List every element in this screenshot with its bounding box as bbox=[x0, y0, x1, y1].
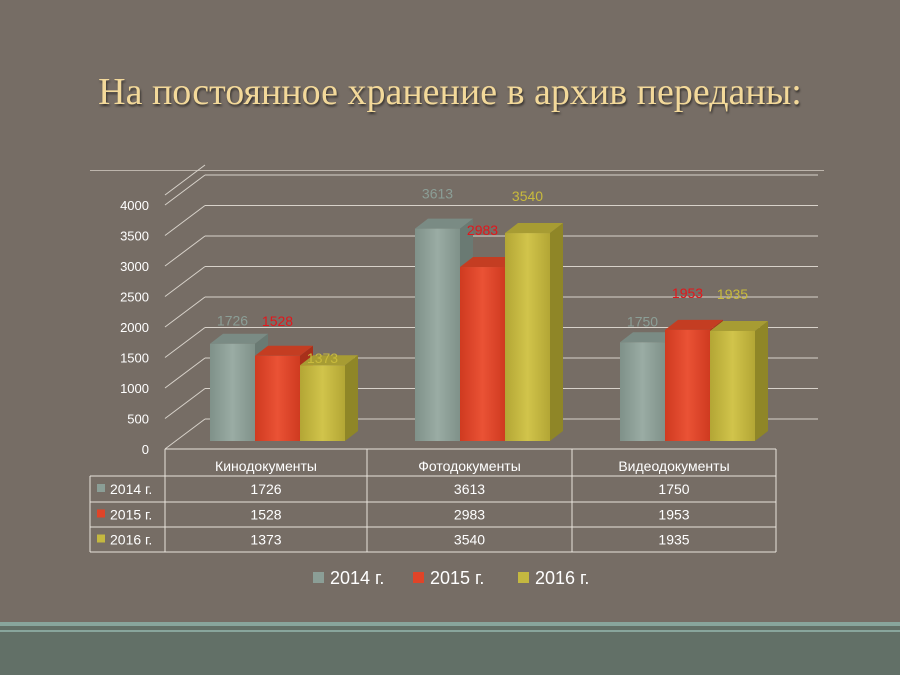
legend-label: 2014 г. bbox=[330, 568, 384, 588]
table-series-swatch bbox=[97, 534, 105, 543]
legend-label: 2016 г. bbox=[535, 568, 589, 588]
y-tick-label: 1000 bbox=[120, 381, 149, 396]
table-cell: 2983 bbox=[454, 507, 485, 523]
gridline-diagonal bbox=[164, 357, 206, 389]
table-cell: 1953 bbox=[658, 507, 689, 523]
data-label: 1528 bbox=[262, 313, 293, 329]
y-tick-label: 1500 bbox=[120, 351, 149, 366]
slide-title: На постоянное хранение в архив переданы: bbox=[98, 71, 802, 113]
table-series-label: 2014 г. bbox=[110, 481, 152, 497]
bar-side bbox=[345, 355, 358, 441]
table-series-label: 2015 г. bbox=[110, 507, 152, 523]
y-tick-label: 3000 bbox=[120, 259, 149, 274]
table-cell: 3613 bbox=[454, 481, 485, 497]
bar bbox=[620, 342, 665, 441]
data-label: 1726 bbox=[217, 313, 248, 329]
gridline-diagonal bbox=[164, 235, 206, 267]
legend-label: 2015 г. bbox=[430, 568, 484, 588]
bar bbox=[415, 228, 460, 441]
bar-top bbox=[505, 223, 563, 234]
table-cell: 1726 bbox=[250, 481, 281, 497]
data-label: 3540 bbox=[512, 188, 543, 204]
bar-top bbox=[210, 333, 268, 344]
footer-accent-line bbox=[0, 622, 900, 626]
bar bbox=[255, 355, 300, 441]
data-label: 2983 bbox=[467, 222, 498, 238]
gridline-diagonal bbox=[164, 266, 206, 297]
data-labels: 1726 1528 1373 3613 2983 3540 1750 1953 1935 bbox=[217, 186, 748, 367]
table-header-cell: Видеодокументы bbox=[618, 458, 729, 474]
gridline-diagonal bbox=[164, 418, 206, 450]
bar-top bbox=[415, 218, 473, 229]
y-tick-label: 4000 bbox=[120, 198, 149, 213]
table-series-swatch bbox=[97, 509, 105, 518]
data-label: 1750 bbox=[627, 313, 658, 329]
legend-swatch bbox=[518, 572, 529, 583]
bar-side bbox=[755, 320, 768, 441]
y-tick-label: 2000 bbox=[120, 320, 149, 335]
bar-top bbox=[300, 355, 358, 366]
legend: 2014 г. 2015 г. 2016 г. bbox=[313, 568, 589, 588]
bar-side bbox=[550, 223, 563, 441]
bar bbox=[210, 343, 255, 441]
data-label: 1953 bbox=[672, 285, 703, 301]
legend-swatch bbox=[413, 572, 424, 583]
gridline-diagonal bbox=[164, 164, 206, 196]
gridline-diagonal bbox=[164, 174, 206, 206]
y-tick-label: 2500 bbox=[120, 290, 149, 305]
table-header-cell: Кинодокументы bbox=[215, 458, 317, 474]
table-cell: 1528 bbox=[250, 507, 281, 523]
bar-top bbox=[255, 345, 313, 356]
table-series-label: 2016 г. bbox=[110, 532, 152, 548]
gridline-diagonal bbox=[164, 205, 206, 236]
table-cell: 1373 bbox=[250, 532, 281, 548]
data-label: 1373 bbox=[307, 350, 338, 366]
y-tick-label: 500 bbox=[127, 412, 149, 427]
bar-top bbox=[710, 320, 768, 331]
data-label: 1935 bbox=[717, 286, 748, 302]
y-tick-label: 3500 bbox=[120, 229, 149, 244]
bar bbox=[460, 267, 505, 441]
table-header-cell: Фотодокументы bbox=[418, 458, 521, 474]
bar bbox=[710, 330, 755, 441]
gridline-diagonal bbox=[164, 296, 206, 328]
data-table: Кинодокументы Фотодокументы Видеодокументы… bbox=[89, 448, 777, 553]
bar-top bbox=[620, 332, 678, 343]
bar-top bbox=[460, 257, 518, 268]
bar-chart: 0 500 1000 1500 2000 2500 3000 3500 4000 1726 152… bbox=[89, 164, 818, 588]
y-tick-label: 0 bbox=[142, 442, 149, 457]
legend-swatch bbox=[313, 572, 324, 583]
bar bbox=[300, 365, 345, 441]
table-cell: 1750 bbox=[658, 481, 689, 497]
table-cell: 3540 bbox=[454, 532, 485, 548]
bar bbox=[505, 233, 550, 441]
gridline-diagonal bbox=[164, 388, 206, 419]
footer-accent-line-thin bbox=[0, 630, 900, 632]
table-cell: 1935 bbox=[658, 532, 689, 548]
gridline-diagonal bbox=[164, 327, 206, 358]
title-divider bbox=[90, 170, 824, 171]
table-series-swatch bbox=[97, 484, 105, 492]
bar bbox=[665, 329, 710, 441]
data-label: 3613 bbox=[422, 186, 453, 202]
y-axis-ticks: 0 500 1000 1500 2000 2500 3000 3500 4000 bbox=[120, 198, 149, 457]
bar-top bbox=[665, 319, 723, 330]
bars bbox=[210, 218, 768, 441]
